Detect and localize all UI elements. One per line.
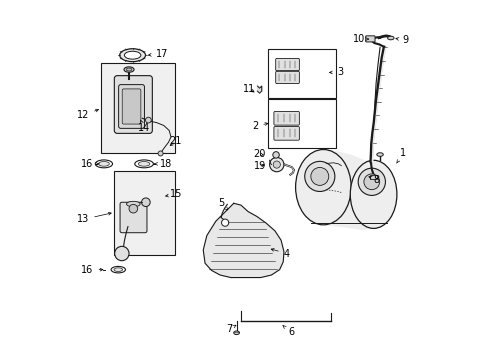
Ellipse shape bbox=[135, 160, 153, 168]
Circle shape bbox=[142, 198, 150, 207]
Text: 20: 20 bbox=[253, 149, 265, 159]
Text: 3: 3 bbox=[329, 67, 342, 77]
Ellipse shape bbox=[376, 153, 383, 156]
Circle shape bbox=[269, 157, 284, 172]
Text: 13: 13 bbox=[77, 212, 111, 224]
Ellipse shape bbox=[99, 162, 109, 166]
Text: 10: 10 bbox=[352, 34, 368, 44]
Circle shape bbox=[363, 174, 379, 190]
Bar bbox=[267, 99, 335, 148]
Text: 16: 16 bbox=[81, 159, 99, 169]
Polygon shape bbox=[203, 203, 284, 278]
FancyBboxPatch shape bbox=[119, 85, 144, 129]
Bar bbox=[267, 49, 335, 98]
Ellipse shape bbox=[111, 266, 125, 273]
Ellipse shape bbox=[126, 201, 140, 207]
Circle shape bbox=[129, 204, 137, 213]
Ellipse shape bbox=[126, 68, 132, 71]
Ellipse shape bbox=[95, 160, 112, 168]
Text: 8: 8 bbox=[368, 175, 379, 185]
Text: 7: 7 bbox=[226, 324, 235, 334]
Text: 16: 16 bbox=[81, 265, 102, 275]
Circle shape bbox=[304, 161, 334, 192]
FancyBboxPatch shape bbox=[273, 127, 299, 140]
FancyBboxPatch shape bbox=[275, 58, 299, 71]
Ellipse shape bbox=[120, 49, 145, 62]
FancyBboxPatch shape bbox=[114, 76, 152, 134]
Ellipse shape bbox=[124, 51, 141, 59]
FancyBboxPatch shape bbox=[273, 112, 299, 125]
Text: 12: 12 bbox=[77, 109, 98, 121]
FancyBboxPatch shape bbox=[275, 71, 299, 84]
Circle shape bbox=[145, 117, 151, 123]
Text: 15: 15 bbox=[165, 189, 182, 199]
FancyBboxPatch shape bbox=[369, 175, 376, 179]
Text: 2: 2 bbox=[252, 121, 267, 131]
Text: 18: 18 bbox=[154, 159, 172, 169]
Ellipse shape bbox=[295, 149, 350, 225]
FancyBboxPatch shape bbox=[365, 36, 374, 42]
Ellipse shape bbox=[114, 268, 122, 271]
Text: 17: 17 bbox=[148, 49, 168, 59]
FancyBboxPatch shape bbox=[122, 89, 141, 124]
Ellipse shape bbox=[138, 162, 149, 166]
Bar bbox=[113, 171, 174, 255]
Text: 19: 19 bbox=[253, 161, 265, 171]
Ellipse shape bbox=[349, 160, 396, 228]
Text: 5: 5 bbox=[218, 198, 227, 210]
Ellipse shape bbox=[233, 331, 239, 334]
Circle shape bbox=[158, 151, 163, 156]
Circle shape bbox=[357, 168, 385, 195]
Circle shape bbox=[273, 161, 280, 168]
Text: 14: 14 bbox=[138, 120, 150, 133]
Text: 6: 6 bbox=[283, 325, 294, 337]
Text: 11: 11 bbox=[242, 84, 254, 94]
Circle shape bbox=[310, 167, 328, 185]
Circle shape bbox=[115, 246, 129, 261]
Text: 1: 1 bbox=[396, 148, 405, 163]
Polygon shape bbox=[257, 86, 261, 91]
Circle shape bbox=[221, 219, 228, 226]
Circle shape bbox=[272, 152, 279, 158]
Text: 9: 9 bbox=[395, 35, 408, 45]
Ellipse shape bbox=[387, 36, 393, 40]
Ellipse shape bbox=[124, 67, 134, 72]
FancyBboxPatch shape bbox=[120, 202, 147, 233]
PathPatch shape bbox=[323, 149, 373, 230]
Text: 4: 4 bbox=[271, 248, 289, 258]
Bar bbox=[101, 63, 174, 153]
Text: 21: 21 bbox=[169, 136, 182, 146]
